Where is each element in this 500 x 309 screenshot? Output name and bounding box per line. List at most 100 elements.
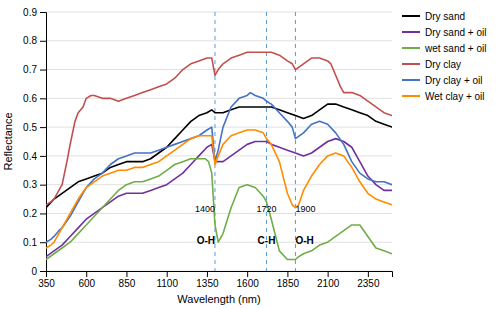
legend-label: Dry sand + oil bbox=[425, 27, 486, 38]
annotation: O-H bbox=[197, 235, 215, 246]
tick: 1850 bbox=[277, 271, 300, 289]
tick-mark bbox=[40, 242, 46, 243]
grid-line bbox=[46, 184, 392, 185]
vline bbox=[295, 12, 296, 271]
tick-label: 2100 bbox=[317, 278, 340, 289]
tick-mark bbox=[40, 185, 46, 186]
tick-mark bbox=[368, 271, 369, 277]
tick-label: 0.7 bbox=[23, 64, 37, 75]
annotation: C-H bbox=[258, 235, 276, 246]
tick-label: 0.9 bbox=[23, 7, 37, 18]
series-line bbox=[46, 52, 392, 205]
grid-line bbox=[46, 127, 392, 128]
series-line bbox=[46, 93, 392, 243]
series-line bbox=[46, 130, 392, 248]
vline bbox=[214, 12, 215, 271]
tick-mark bbox=[40, 70, 46, 71]
tick: 0.9 bbox=[23, 7, 46, 18]
tick: 0.7 bbox=[23, 64, 46, 75]
tick: 0.5 bbox=[23, 122, 46, 133]
tick-label: 0.8 bbox=[23, 35, 37, 46]
tick: 0.6 bbox=[23, 93, 46, 104]
tick-label: 350 bbox=[38, 278, 55, 289]
tick-label: 0.2 bbox=[23, 208, 37, 219]
tick: 0 bbox=[31, 266, 46, 277]
axis-line bbox=[47, 272, 393, 278]
legend-swatch bbox=[402, 15, 420, 17]
tick-label: 1850 bbox=[277, 278, 300, 289]
tick-mark bbox=[247, 271, 248, 277]
legend-swatch bbox=[402, 47, 420, 49]
tick-label: 1100 bbox=[156, 278, 178, 289]
tick-label: 0.6 bbox=[23, 93, 37, 104]
legend-swatch bbox=[402, 63, 420, 65]
tick: 0.8 bbox=[23, 35, 46, 46]
x-axis-title: Wavelength (nm) bbox=[177, 293, 260, 305]
legend-label: Dry sand bbox=[425, 11, 465, 22]
legend-label: wet sand + oil bbox=[424, 43, 486, 54]
legend-label: Dry clay + oil bbox=[425, 75, 483, 86]
legend-item: Dry sand + oil bbox=[402, 27, 486, 38]
marks bbox=[46, 12, 392, 271]
tick-mark bbox=[207, 271, 208, 277]
plot: 350 600 850 1100 1350 1600 1850 2100 2350 0 0.1 0.2… bbox=[23, 7, 392, 289]
legend-item: Dry sand bbox=[402, 11, 465, 22]
tick-mark bbox=[328, 271, 329, 277]
x-axis: 350 600 850 1100 1350 1600 1850 2100 2350 bbox=[38, 271, 392, 289]
tick: 2350 bbox=[357, 271, 380, 289]
series-line bbox=[46, 139, 392, 257]
tick: 0.3 bbox=[23, 179, 46, 190]
grid bbox=[46, 12, 392, 271]
tick-mark bbox=[126, 271, 127, 277]
tick: 0.1 bbox=[23, 237, 46, 248]
legend-swatch bbox=[402, 31, 420, 33]
tick-mark bbox=[40, 98, 46, 99]
y-axis-title: Reflectance bbox=[2, 112, 14, 170]
tick: 1600 bbox=[237, 271, 260, 289]
tick-label: 600 bbox=[78, 278, 95, 289]
tick-mark bbox=[40, 271, 46, 272]
tick-mark bbox=[40, 213, 46, 214]
legend-item: Dry clay + oil bbox=[402, 75, 483, 86]
tick-mark bbox=[40, 12, 46, 13]
tick: 850 bbox=[119, 271, 136, 289]
tick-mark bbox=[40, 127, 46, 128]
tick-label: 1600 bbox=[237, 278, 260, 289]
series-line bbox=[46, 159, 392, 260]
tick-label: 0.1 bbox=[23, 237, 37, 248]
tick-mark bbox=[167, 271, 168, 277]
tick-label: 0.5 bbox=[23, 122, 37, 133]
tick-label: 2350 bbox=[357, 278, 380, 289]
tick-label: 1350 bbox=[196, 278, 219, 289]
annotation: 1720 bbox=[256, 204, 276, 214]
tick: 2100 bbox=[317, 271, 340, 289]
legend-swatch bbox=[402, 95, 420, 97]
tick-label: 850 bbox=[119, 278, 136, 289]
tick-mark bbox=[40, 41, 46, 42]
legend-item: Wet clay + oil bbox=[402, 91, 485, 102]
annotation: 1400 bbox=[195, 204, 215, 214]
tick-mark bbox=[287, 271, 288, 277]
tick: 600 bbox=[78, 271, 95, 289]
tick: 1100 bbox=[156, 271, 178, 289]
tick-label: 0.3 bbox=[23, 179, 37, 190]
tick-mark bbox=[86, 271, 87, 277]
tick: 0.4 bbox=[23, 151, 46, 162]
y-axis: 0 0.1 0.2 0.3 0.4 0.5 0.6 0.7 0.8 0.9 bbox=[23, 7, 46, 277]
axis-line bbox=[40, 13, 47, 272]
legend-item: Dry clay bbox=[402, 59, 461, 70]
annotations: 1400 1720 1900 O-H C-H O-H bbox=[195, 204, 316, 246]
legend-swatch bbox=[402, 79, 420, 81]
tick: 1350 bbox=[196, 271, 219, 289]
annotation: O-H bbox=[295, 235, 313, 246]
chart: 350 600 850 1100 1350 1600 1850 2100 2350 0 0.1 0.2… bbox=[0, 0, 500, 309]
tick-label: 0 bbox=[31, 266, 37, 277]
legend-label: Wet clay + oil bbox=[425, 91, 485, 102]
legend-label: Dry clay bbox=[425, 59, 461, 70]
tick: 350 bbox=[38, 271, 55, 289]
grid-line bbox=[46, 98, 392, 99]
legend: Dry sand Dry sand + oil wet sand + oil Dry … bbox=[402, 11, 486, 102]
tick-mark bbox=[40, 156, 46, 157]
tick-label: 0.4 bbox=[23, 151, 37, 162]
annotation: 1900 bbox=[295, 204, 315, 214]
